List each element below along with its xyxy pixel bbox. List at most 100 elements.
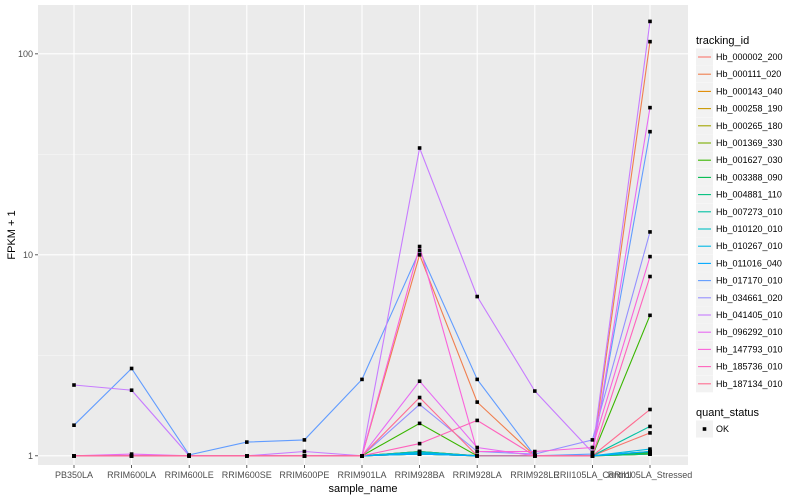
legend-label: Hb_000111_020 xyxy=(716,69,781,79)
data-point xyxy=(648,39,652,44)
y-axis: 1 10 100 xyxy=(18,49,38,461)
x-tick-label: RRII105LA_Stressed xyxy=(608,470,693,480)
data-point xyxy=(475,377,479,382)
data-point xyxy=(417,253,422,257)
data-point xyxy=(475,418,479,423)
legend-items: Hb_000002_200 Hb_000111_020 Hb_000143_040 H… xyxy=(696,48,783,393)
x-tick-label: RRII105LA_Control xyxy=(553,470,631,480)
data-point xyxy=(187,454,191,458)
shape-legend-items: OK xyxy=(696,420,729,438)
data-point xyxy=(129,454,134,458)
data-point xyxy=(417,248,422,253)
legend-label: Hb_004881_110 xyxy=(716,190,782,200)
legend-title: tracking_id xyxy=(696,35,749,47)
legend-label: Hb_000143_040 xyxy=(716,86,783,96)
x-tick-label: RRIM928BA xyxy=(395,470,445,480)
legend-label: Hb_000258_190 xyxy=(716,104,783,114)
data-point xyxy=(245,454,249,458)
data-point xyxy=(417,244,422,249)
data-point xyxy=(475,400,479,404)
data-point xyxy=(475,454,479,458)
data-point xyxy=(360,454,364,458)
data-point xyxy=(648,449,652,454)
legend-label: Hb_096292_010 xyxy=(716,327,783,337)
grid-major xyxy=(38,5,688,465)
legend-label: Hb_185736_010 xyxy=(716,362,783,372)
data-point xyxy=(648,105,652,110)
legend-label: Hb_034661_020 xyxy=(716,293,783,303)
y-tick-label: 10 xyxy=(23,250,33,260)
data-point xyxy=(648,407,652,412)
x-tick-label: RRIM600LE xyxy=(165,470,214,480)
y-tick-label: 1 xyxy=(28,451,33,461)
legend-label: Hb_000002_200 xyxy=(716,52,783,62)
data-point xyxy=(245,440,249,444)
data-point xyxy=(533,389,537,393)
legend-label: Hb_147793_010 xyxy=(716,344,783,354)
legend-label: Hb_001369_330 xyxy=(716,138,783,148)
data-point xyxy=(648,230,652,234)
data-point xyxy=(417,146,422,150)
data-point xyxy=(129,366,134,371)
x-tick-label: RRIM928LA xyxy=(453,470,502,480)
data-point xyxy=(475,445,479,450)
y-axis-title: FPKM + 1 xyxy=(6,210,18,259)
series-points xyxy=(72,19,652,458)
data-point xyxy=(72,423,76,427)
legend: tracking_id Hb_000002_200Hb_000111_020Hb… xyxy=(696,35,783,438)
data-point xyxy=(648,431,652,435)
shape-legend-title: quant_status xyxy=(696,407,759,419)
shape-legend-label: OK xyxy=(716,424,729,434)
data-point xyxy=(590,445,595,450)
data-point xyxy=(302,438,307,442)
data-point xyxy=(417,395,422,400)
legend-label: Hb_001627_030 xyxy=(716,155,783,165)
legend-label: Hb_000265_180 xyxy=(716,121,783,131)
x-axis: PB350LA RRIM600LA RRIM600LE RRIM600SE RRIM60… xyxy=(55,465,692,480)
data-point xyxy=(475,449,479,454)
data-point xyxy=(648,313,652,318)
data-point xyxy=(129,388,134,393)
data-point xyxy=(417,379,422,384)
data-point xyxy=(648,452,652,456)
data-point xyxy=(590,450,595,455)
data-point xyxy=(302,454,307,458)
data-point xyxy=(590,438,595,442)
data-point xyxy=(417,441,422,446)
data-point xyxy=(648,424,652,429)
data-point xyxy=(302,449,307,454)
data-point xyxy=(648,19,652,24)
x-tick-label: RRIM600LA xyxy=(107,470,156,480)
y-tick-label: 100 xyxy=(18,49,33,59)
data-point xyxy=(72,454,76,458)
legend-label: Hb_187134_010 xyxy=(716,379,783,389)
data-point xyxy=(648,274,652,279)
data-point xyxy=(475,294,479,299)
x-tick-label: RRIM928LE xyxy=(510,470,559,480)
x-tick-label: RRIM600SE xyxy=(222,470,272,480)
data-point xyxy=(533,449,537,454)
data-point xyxy=(417,452,422,456)
data-point xyxy=(417,421,422,426)
x-tick-label: RRIM600PE xyxy=(279,470,329,480)
grid-minor xyxy=(38,154,688,356)
legend-label: Hb_011016_040 xyxy=(716,258,782,268)
x-tick-label: PB350LA xyxy=(55,470,93,480)
legend-label: Hb_003388_090 xyxy=(716,172,783,182)
x-tick-label: RRIM901LA xyxy=(337,470,386,480)
panel-background xyxy=(38,5,688,465)
data-point xyxy=(417,402,422,407)
shape-legend-symbol xyxy=(702,427,707,431)
data-point xyxy=(360,377,364,382)
data-point xyxy=(648,447,652,451)
legend-label: Hb_010267_010 xyxy=(716,241,783,251)
legend-label: Hb_017170_010 xyxy=(716,276,783,286)
data-point xyxy=(648,129,652,134)
data-point xyxy=(590,454,595,458)
legend-label: Hb_010120_010 xyxy=(716,224,783,234)
legend-label: Hb_007273_010 xyxy=(716,207,783,217)
legend-label: Hb_041405_010 xyxy=(716,310,783,320)
x-axis-title: sample_name xyxy=(328,483,397,495)
data-point xyxy=(72,383,76,387)
